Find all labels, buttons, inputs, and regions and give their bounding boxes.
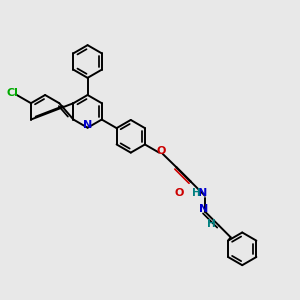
Text: O: O [156, 146, 166, 156]
Text: N: N [199, 204, 208, 214]
Text: N: N [198, 188, 208, 198]
Text: N: N [83, 120, 92, 130]
Text: Cl: Cl [6, 88, 18, 98]
Text: H: H [192, 188, 201, 198]
Text: H: H [207, 219, 215, 229]
Text: O: O [175, 188, 184, 198]
